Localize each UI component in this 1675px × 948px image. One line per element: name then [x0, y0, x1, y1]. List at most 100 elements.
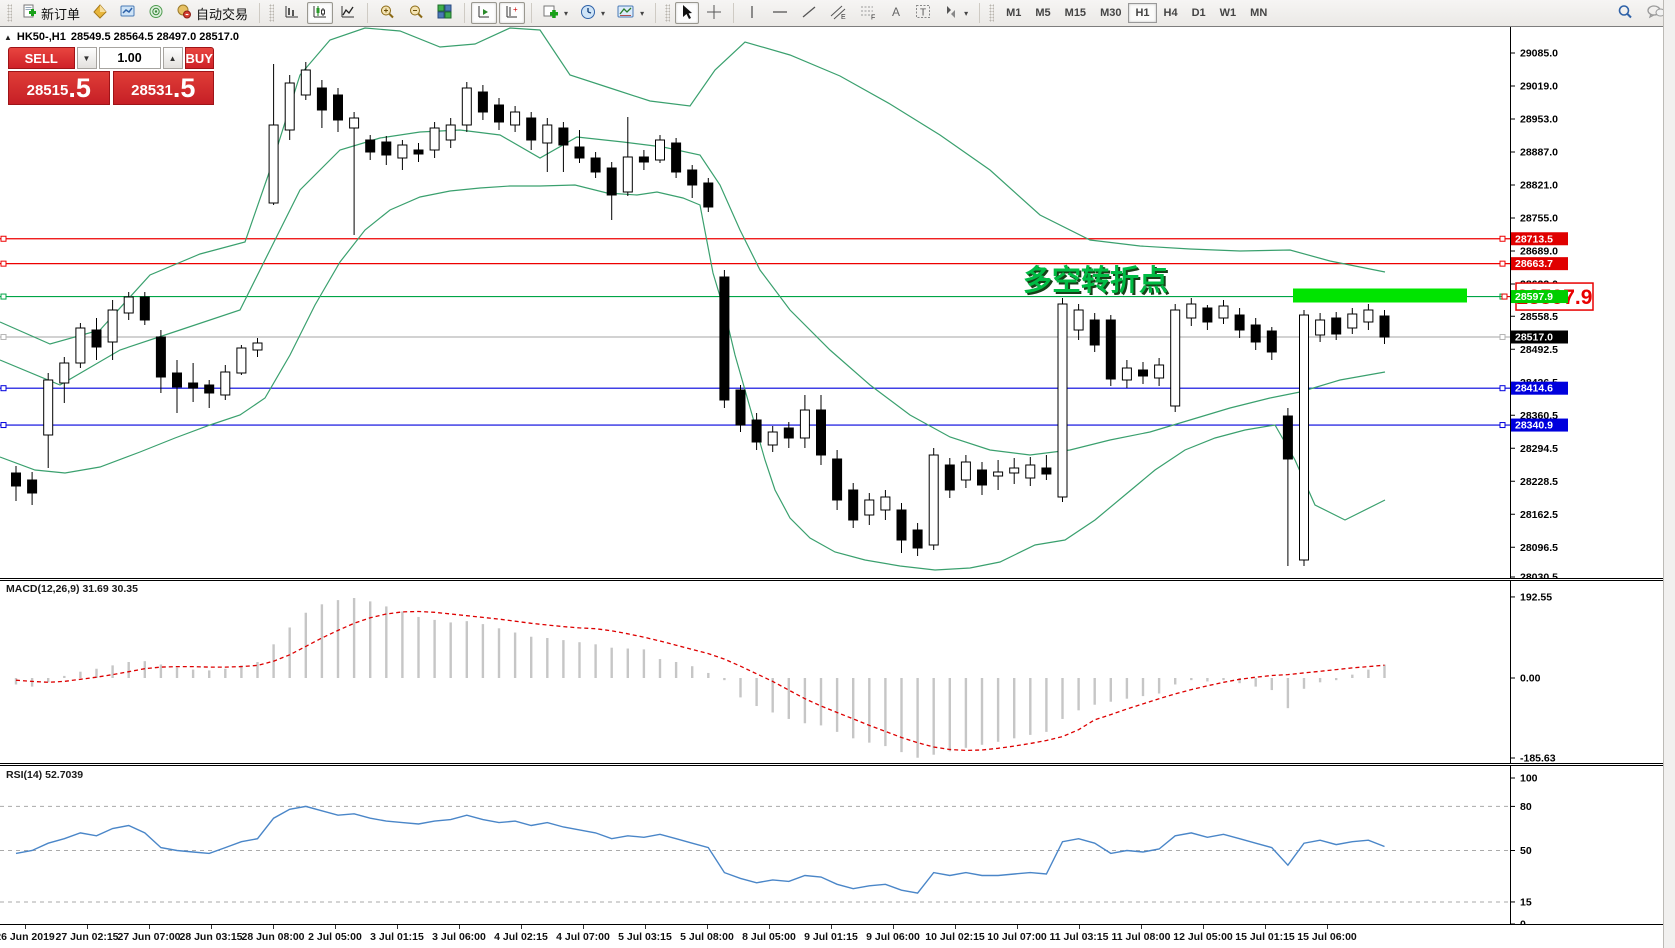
toolbar-grip[interactable]: [269, 4, 275, 22]
fibonacci-tool-button[interactable]: F: [854, 2, 882, 24]
tile-windows-icon: [437, 4, 453, 22]
timeframe-w1[interactable]: W1: [1219, 7, 1237, 19]
time-axis-label: 15 Jul 01:15: [1235, 931, 1295, 943]
time-tick: [645, 925, 646, 929]
time-tick: [149, 925, 150, 929]
svg-text:28096.5: 28096.5: [1520, 542, 1558, 554]
signals-button[interactable]: [143, 2, 169, 24]
text-icon: A: [889, 4, 903, 22]
candlestick-chart-icon: [312, 4, 328, 23]
signals-icon: [148, 4, 164, 22]
line-chart-button[interactable]: [335, 2, 361, 24]
svg-text:E: E: [841, 14, 846, 20]
time-tick: [1203, 925, 1204, 929]
time-tick: [831, 925, 832, 929]
svg-text:+: +: [513, 5, 518, 14]
time-axis-label: 28 Jun 08:00: [241, 931, 305, 943]
templates-button[interactable]: ▾: [612, 2, 649, 24]
chat-button[interactable]: [1641, 2, 1671, 24]
fibonacci-icon: F: [859, 4, 877, 23]
time-tick: [459, 925, 460, 929]
zoom-in-button[interactable]: [374, 2, 401, 24]
timeframe-h1[interactable]: H1: [1128, 3, 1157, 23]
new-chart-button[interactable]: ▾: [538, 2, 573, 24]
time-tick: [87, 925, 88, 929]
crosshair-tool-button[interactable]: [701, 2, 727, 24]
sell-price[interactable]: 28515.5: [8, 71, 110, 105]
text-label-tool-button[interactable]: T: [910, 2, 936, 24]
auto-trading-button[interactable]: 自动交易: [171, 2, 253, 24]
time-tick: [211, 925, 212, 929]
svg-text:多空转折点: 多空转折点: [1025, 265, 1170, 299]
time-tick: [521, 925, 522, 929]
timeframe-d1[interactable]: D1: [1191, 7, 1206, 19]
new-order-button[interactable]: 新订单: [17, 2, 85, 24]
svg-text:15: 15: [1520, 896, 1532, 908]
periods-button[interactable]: ▾: [575, 2, 610, 24]
panel-divider[interactable]: [0, 763, 1663, 766]
buy-button[interactable]: BUY: [184, 47, 214, 69]
cursor-tool-button[interactable]: [675, 2, 700, 24]
svg-text:29085.0: 29085.0: [1520, 48, 1558, 60]
svg-text:28294.5: 28294.5: [1520, 443, 1558, 455]
timeframe-h4[interactable]: H4: [1163, 7, 1178, 19]
sell-button[interactable]: SELL: [8, 47, 75, 69]
volume-increase-button[interactable]: ▲: [162, 47, 183, 69]
volume-input[interactable]: [98, 47, 161, 69]
time-axis[interactable]: 26 Jun 2019 27 Jun 02:15 27 Jun 07:00 28 Ju…: [0, 924, 1663, 948]
timeframe-mn[interactable]: MN: [1250, 7, 1268, 19]
indicator-window-up-button[interactable]: [471, 2, 498, 24]
svg-text:80: 80: [1520, 801, 1532, 813]
svg-text:100: 100: [1520, 773, 1538, 785]
timeframe-m15[interactable]: M15: [1064, 7, 1087, 19]
time-tick: [1017, 925, 1018, 929]
toolbar-grip[interactable]: [7, 4, 12, 22]
volume-decrease-button[interactable]: ▼: [76, 47, 97, 69]
time-axis-label: 11 Jul 08:00: [1111, 931, 1171, 943]
line-chart-icon: [340, 4, 356, 23]
svg-text:28887.0: 28887.0: [1520, 147, 1558, 159]
horizontal-line-icon: [771, 6, 789, 20]
indicator-window-down-icon: +: [504, 4, 520, 23]
zoom-out-button[interactable]: [403, 2, 430, 24]
channel-tool-button[interactable]: E: [824, 2, 852, 24]
time-tick: [707, 925, 708, 929]
time-axis-label: 10 Jul 07:00: [987, 931, 1047, 943]
bar-chart-button[interactable]: [279, 2, 305, 24]
time-tick: [1079, 925, 1080, 929]
svg-text:28713.5: 28713.5: [1515, 233, 1553, 245]
search-button[interactable]: [1612, 2, 1639, 24]
svg-text:多空转折点: 多空转折点: [1023, 263, 1168, 297]
shapes-icon: [943, 4, 959, 22]
chart-area[interactable]: 29085.0 29019.0 28953.0 28887.0 28821.0 28755…: [0, 27, 1663, 948]
tile-windows-button[interactable]: [432, 2, 458, 24]
vertical-line-tool-button[interactable]: [740, 2, 764, 24]
templates-icon: [617, 4, 635, 23]
indicator-window-down-button[interactable]: +: [499, 2, 526, 24]
text-tool-button[interactable]: A: [884, 2, 908, 24]
collapse-arrow-icon[interactable]: ▲: [4, 32, 12, 42]
shapes-tool-button[interactable]: ▾: [938, 2, 973, 24]
zoom-in-icon: [379, 4, 396, 23]
market-watch-button[interactable]: [115, 2, 141, 24]
auto-trading-icon: [176, 4, 192, 22]
timeframe-m30[interactable]: M30: [1100, 7, 1122, 19]
time-axis-label: 15 Jul 06:00: [1297, 931, 1357, 943]
candlestick-chart-button[interactable]: [307, 2, 334, 24]
profile-button[interactable]: [87, 2, 113, 24]
svg-text:28228.5: 28228.5: [1520, 476, 1558, 488]
toolbar-grip[interactable]: [665, 4, 671, 22]
new-order-label: 新订单: [41, 6, 81, 22]
cursor-icon: [680, 4, 694, 23]
timeframe-m5[interactable]: M5: [1035, 7, 1051, 19]
svg-text:29019.0: 29019.0: [1520, 81, 1558, 93]
toolbar-grip[interactable]: [989, 4, 995, 22]
timeframe-m1[interactable]: M1: [1006, 7, 1022, 19]
horizontal-line-tool-button[interactable]: [766, 2, 794, 24]
panel-divider[interactable]: [0, 578, 1663, 581]
buy-price[interactable]: 28531.5: [112, 71, 214, 105]
time-axis-label: 11 Jul 03:15: [1049, 931, 1109, 943]
one-click-trade-panel: SELL ▼ ▲ BUY 28515.5 28531.5: [8, 47, 214, 105]
trendline-tool-button[interactable]: [796, 2, 822, 24]
svg-text:T: T: [920, 8, 926, 19]
